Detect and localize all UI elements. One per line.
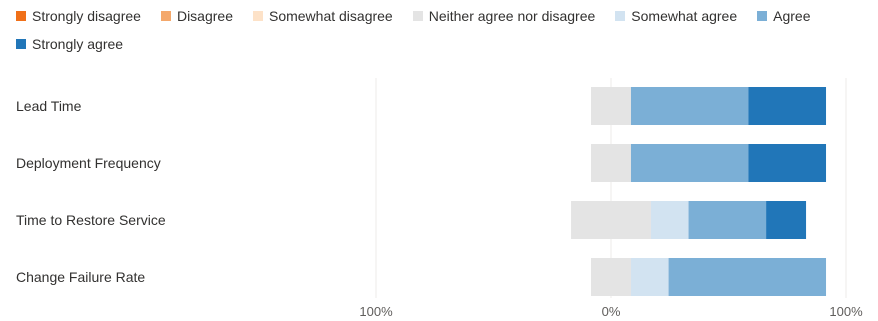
bar-time-to-restore-service-somewhat-agree — [650, 201, 689, 239]
legend-item-agree[interactable]: Agree — [757, 6, 810, 26]
legend-label: Agree — [773, 8, 811, 24]
bar-deployment-frequency-neither-agree-nor-disagree — [591, 144, 631, 182]
legend-item-somewhat-agree[interactable]: Somewhat agree — [615, 6, 737, 26]
bar-change-failure-rate-somewhat-agree — [630, 258, 669, 296]
x-tick-label: 0% — [602, 304, 621, 319]
category-label-deployment-frequency: Deployment Frequency — [16, 155, 161, 171]
bar-time-to-restore-service-strongly-agree — [766, 201, 807, 239]
legend-label: Strongly disagree — [32, 8, 141, 24]
legend-swatch — [252, 11, 263, 21]
bar-change-failure-rate-agree — [668, 258, 827, 296]
category-label-lead-time: Lead Time — [16, 98, 82, 114]
legend-item-disagree[interactable]: Disagree — [160, 6, 233, 26]
x-tick-label: 100% — [359, 304, 393, 319]
legend-label: Strongly agree — [32, 36, 124, 52]
legend-swatch — [16, 39, 26, 49]
legend-label: Somewhat disagree — [268, 8, 393, 24]
legend-swatch — [757, 11, 768, 21]
bar-time-to-restore-service-neither-agree-nor-disagree — [571, 201, 651, 239]
legend-swatch — [615, 11, 626, 21]
bar-deployment-frequency-agree — [630, 144, 749, 182]
legend-swatch — [160, 11, 171, 21]
legend-swatch — [16, 11, 26, 21]
legend-label: Neither agree nor disagree — [428, 8, 596, 24]
legend-item-somewhat-disagree[interactable]: Somewhat disagree — [252, 6, 393, 26]
legend-item-neither-agree-nor-disagree[interactable]: Neither agree nor disagree — [412, 6, 596, 26]
category-label-change-failure-rate: Change Failure Rate — [16, 269, 145, 285]
x-tick-label: 100% — [829, 304, 863, 319]
bar-lead-time-agree — [630, 87, 749, 125]
category-label-time-to-restore-service: Time to Restore Service — [16, 212, 166, 228]
legend-label: Disagree — [176, 8, 233, 24]
bar-time-to-restore-service-agree — [688, 201, 767, 239]
bar-lead-time-neither-agree-nor-disagree — [591, 87, 631, 125]
bar-deployment-frequency-strongly-agree — [748, 144, 827, 182]
legend-swatch — [412, 11, 423, 21]
chart-legend: Strongly disagree Disagree Somewhat disagr… — [16, 6, 866, 54]
legend-item-strongly-disagree[interactable]: Strongly disagree — [16, 6, 141, 26]
legend-label: Somewhat agree — [631, 8, 738, 24]
bar-change-failure-rate-neither-agree-nor-disagree — [591, 258, 631, 296]
bar-lead-time-strongly-agree — [748, 87, 827, 125]
legend-item-strongly-agree[interactable]: Strongly agree — [16, 34, 123, 54]
